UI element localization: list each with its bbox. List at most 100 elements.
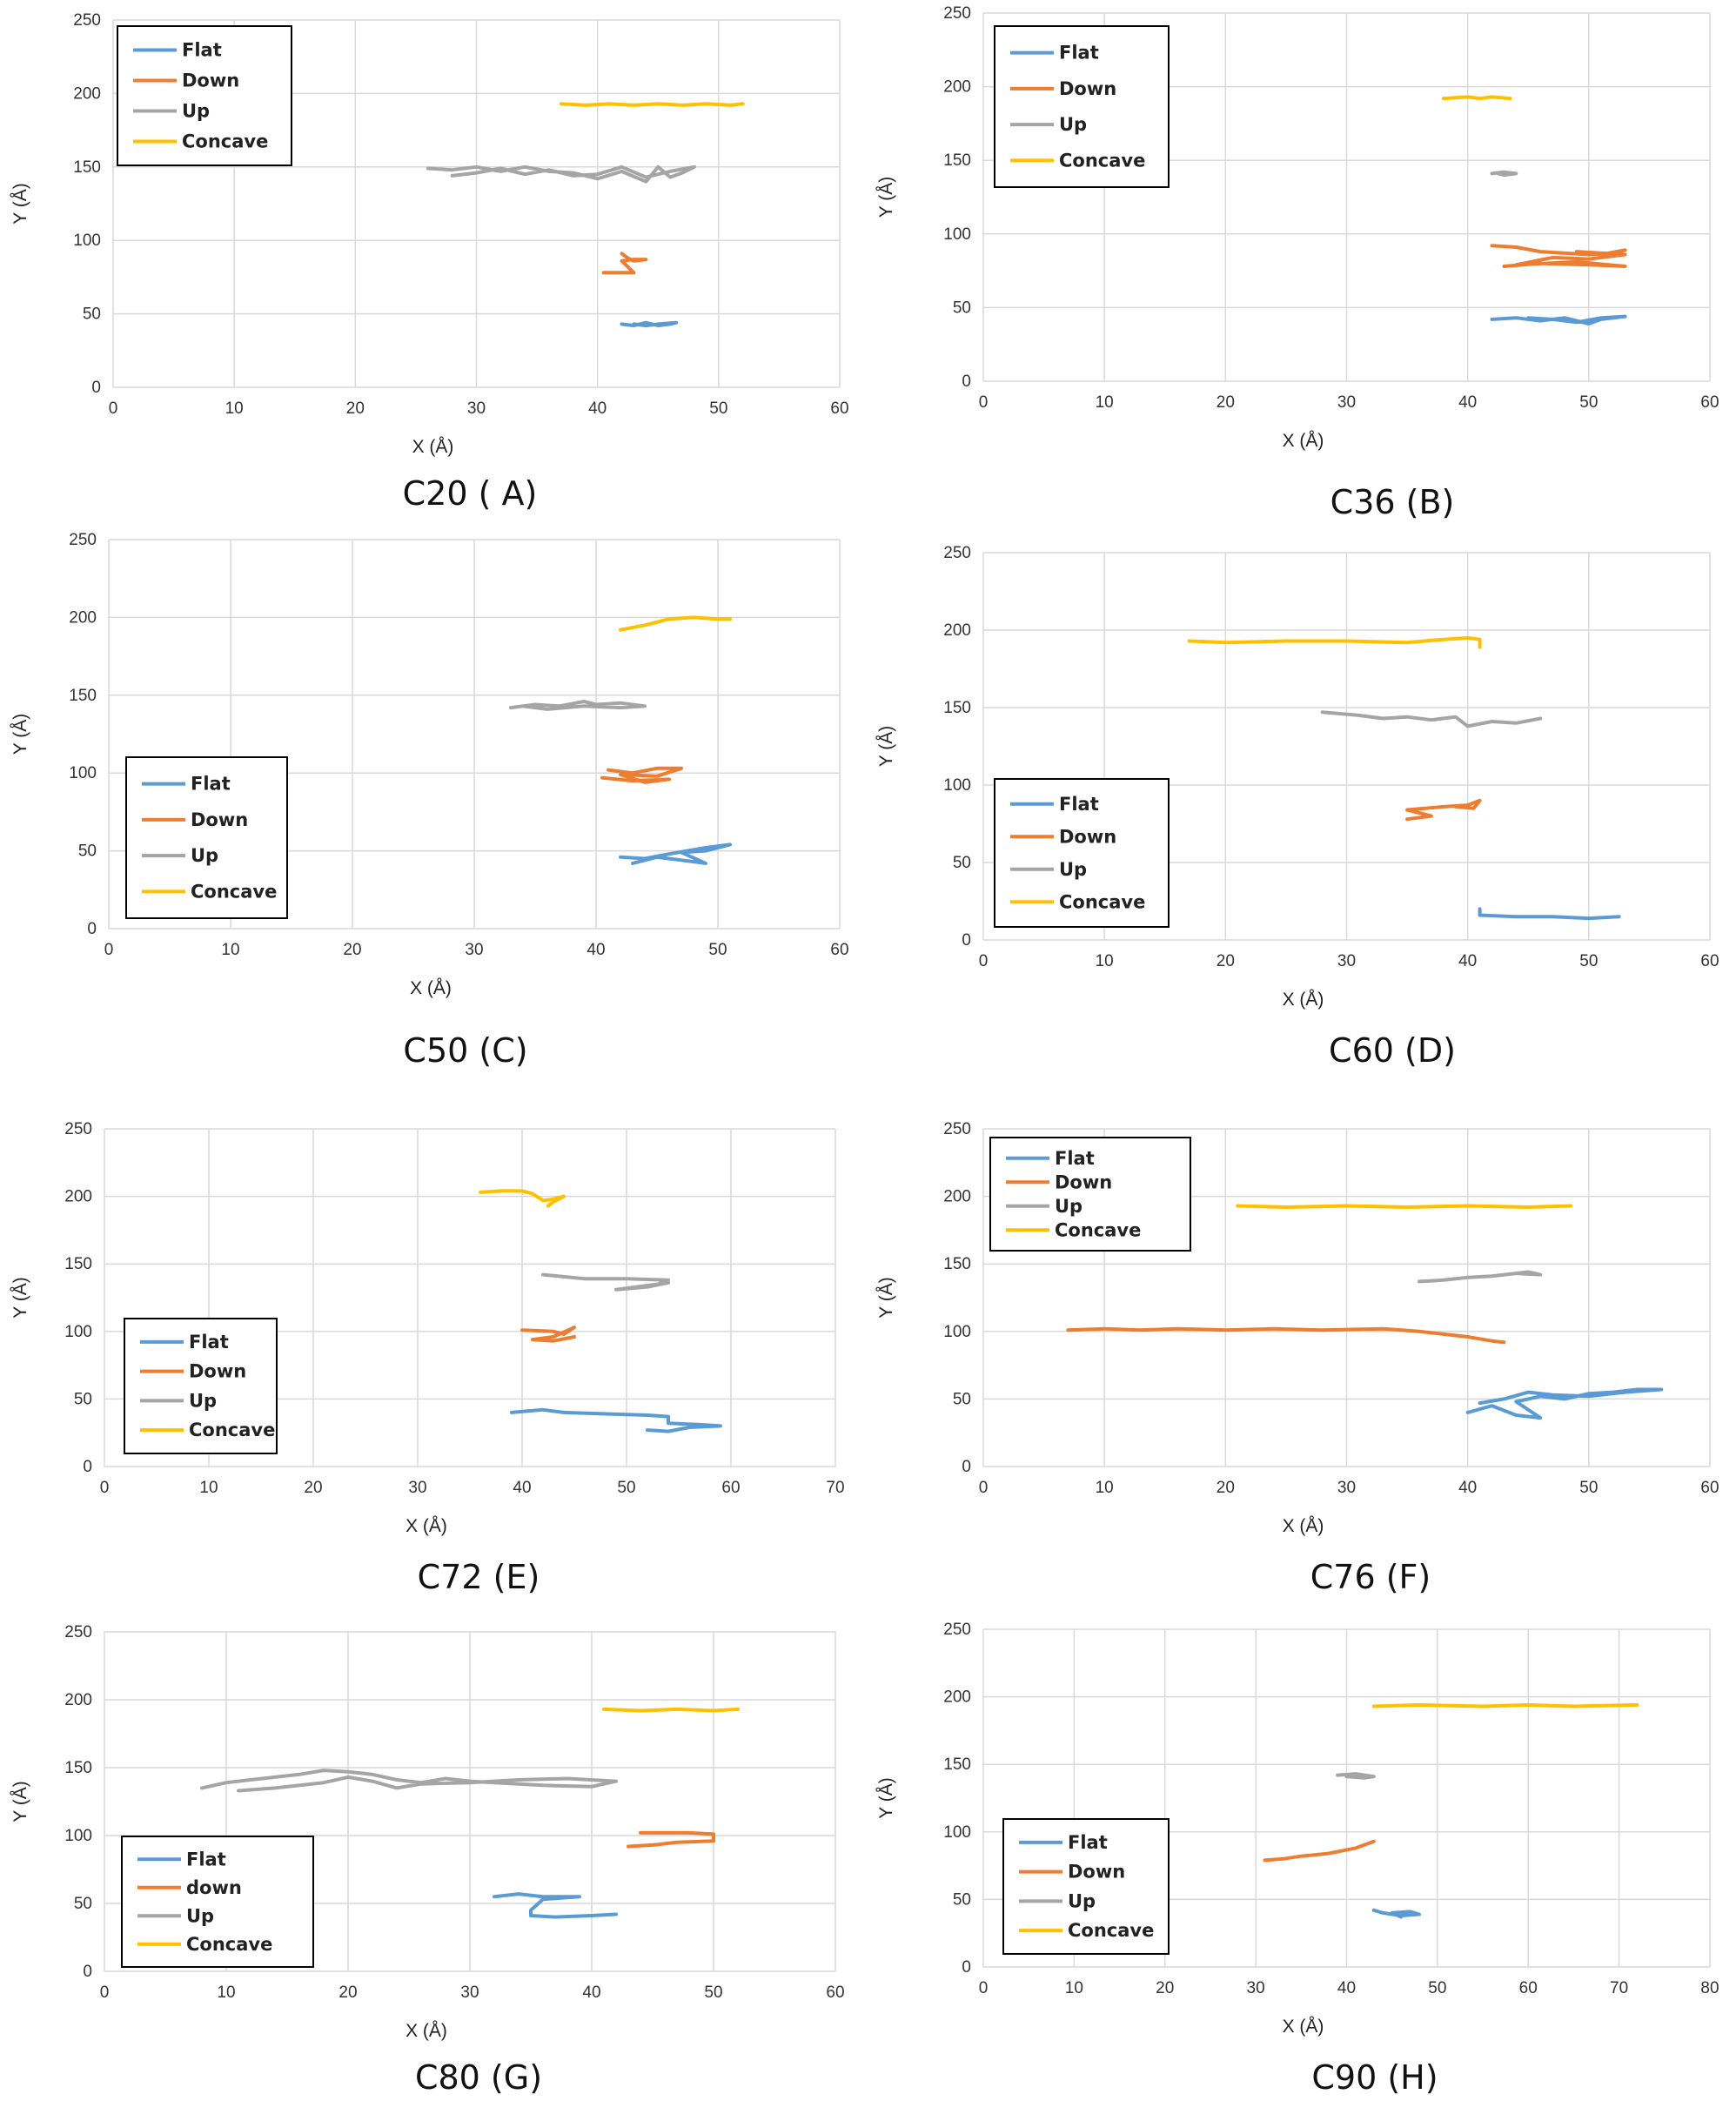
x-tick-label: 40 — [1458, 393, 1477, 412]
chart-panel-c: 0 10 20 30 40 50 60 0 50 100 150 200 250 X (Å) Y (Å) Fl… — [0, 531, 861, 1071]
x-tick-label: 0 — [100, 1479, 110, 1497]
y-tick-label: 250 — [64, 1120, 92, 1138]
x-tick-label: 40 — [1458, 1479, 1477, 1497]
series-line-flat — [510, 1407, 722, 1433]
y-axis-label: Y (Å) — [10, 1277, 30, 1318]
x-tick-label: 50 — [617, 1479, 635, 1497]
y-tick-label: 100 — [64, 1323, 92, 1341]
y-axis-label: Y (Å) — [876, 1777, 896, 1818]
legend-label: Flat — [1055, 1148, 1095, 1169]
chart-panel-b: 0 10 20 30 40 50 60 0 50 100 150 200 250 X (Å) Y (Å) Fl… — [866, 0, 1736, 535]
legend-label: Flat — [1059, 794, 1099, 815]
x-tick-label: 60 — [1700, 1479, 1719, 1497]
chart-panel-h: 0 10 20 30 40 50 60 70 80 0 50 100 150 200 250 X (Å) Y (… — [866, 1619, 1736, 2101]
x-tick-label: 0 — [109, 399, 118, 418]
series-line-down — [1263, 1839, 1376, 1863]
x-tick-label: 50 — [1579, 952, 1598, 970]
y-tick-label: 250 — [64, 1623, 92, 1641]
y-tick-label: 200 — [64, 1188, 92, 1206]
series-line-down — [1490, 244, 1627, 268]
x-axis-label: X (Å) — [410, 978, 452, 998]
x-axis-label: X (Å) — [406, 2021, 447, 2041]
series-line-down — [627, 1830, 715, 1849]
x-tick-label: 10 — [1096, 952, 1114, 970]
chart-svg: 0 10 20 30 40 50 60 0 50 100 150 200 250 X (Å) Y (Å) Fl… — [10, 531, 849, 998]
y-tick-label: 150 — [64, 1255, 92, 1273]
series-line-flat — [619, 842, 732, 865]
x-tick-label: 50 — [1579, 1479, 1598, 1497]
y-tick-label: 50 — [953, 1890, 971, 1909]
x-tick-label: 0 — [100, 1984, 110, 2002]
y-tick-label: 250 — [943, 4, 971, 23]
x-tick-label: 20 — [1217, 952, 1235, 970]
x-tick-label: 10 — [1096, 393, 1114, 412]
panel-caption: C80 (G) — [414, 2058, 543, 2097]
series-line-concave — [1187, 635, 1482, 649]
legend-label: Down — [182, 70, 239, 91]
y-tick-label: 100 — [64, 1827, 92, 1845]
x-tick-label: 40 — [1337, 1979, 1356, 1997]
x-tick-label: 30 — [467, 399, 486, 418]
series-line-up — [541, 1272, 670, 1292]
y-tick-label: 200 — [73, 84, 101, 103]
legend-label: Up — [186, 1905, 214, 1926]
legend-label: Concave — [189, 1420, 275, 1440]
x-tick-label: 20 — [1156, 1979, 1174, 1997]
y-tick-label: 0 — [962, 1458, 971, 1476]
legend-label: Concave — [186, 1934, 272, 1955]
legend-label: Concave — [191, 881, 277, 902]
x-tick-label: 20 — [1217, 393, 1235, 412]
y-tick-label: 200 — [943, 1188, 971, 1206]
x-tick-label: 40 — [588, 399, 607, 418]
series-line-up — [509, 700, 647, 711]
y-tick-label: 150 — [69, 687, 97, 705]
y-tick-label: 100 — [943, 776, 971, 795]
series-line-up — [426, 164, 696, 184]
legend-label: Up — [1059, 859, 1087, 880]
legend-label: Down — [189, 1361, 246, 1382]
x-tick-label: 40 — [582, 1984, 600, 2002]
legend-label: Flat — [1068, 1832, 1108, 1853]
y-tick-label: 0 — [962, 931, 971, 950]
y-tick-label: 50 — [83, 305, 101, 324]
x-tick-label: 50 — [704, 1984, 722, 2002]
y-tick-label: 100 — [943, 1323, 971, 1341]
y-axis-label: Y (Å) — [876, 1277, 896, 1318]
panel-caption: C76 (F) — [1310, 1558, 1431, 1596]
legend-box — [989, 1137, 1191, 1252]
x-axis-label: X (Å) — [1283, 2017, 1324, 2037]
series-line-down — [601, 252, 648, 275]
series-line-flat — [1478, 907, 1621, 921]
x-tick-label: 0 — [979, 393, 989, 412]
y-tick-label: 0 — [962, 1958, 971, 1977]
chart-svg: 0 10 20 30 40 50 60 0 50 100 150 200 250 X (Å) Y (Å) Fl… — [876, 1120, 1719, 1536]
x-tick-label: 30 — [408, 1479, 426, 1497]
y-tick-label: 50 — [953, 1390, 971, 1408]
chart-panel-f: 0 10 20 30 40 50 60 0 50 100 150 200 250 X (Å) Y (Å) Fl… — [866, 1118, 1736, 1606]
legend-label: Concave — [1068, 1920, 1154, 1941]
y-tick-label: 150 — [943, 699, 971, 717]
series-line-flat — [620, 320, 679, 328]
x-tick-label: 60 — [1700, 393, 1719, 412]
y-tick-label: 100 — [69, 764, 97, 782]
panel-caption: C60 (D) — [1329, 1031, 1456, 1070]
series-line-concave — [619, 615, 732, 632]
series-line-down — [520, 1326, 576, 1343]
y-tick-label: 50 — [74, 1895, 92, 1913]
series-line-down — [600, 766, 683, 784]
panel-caption: C72 (E) — [417, 1558, 540, 1596]
series-line-concave — [559, 102, 745, 107]
y-tick-label: 150 — [943, 1755, 971, 1774]
y-tick-label: 50 — [78, 842, 97, 861]
x-tick-label: 70 — [1610, 1979, 1628, 1997]
legend-label: Up — [191, 845, 218, 866]
legend-label: Up — [1055, 1196, 1082, 1217]
legend-label: Down — [1068, 1862, 1125, 1883]
panel-caption: C50 (C) — [403, 1031, 528, 1070]
x-tick-label: 60 — [826, 1984, 844, 2002]
y-tick-label: 150 — [943, 1255, 971, 1273]
chart-svg: 0 10 20 30 40 50 60 0 50 100 150 200 250 X (Å) Y (Å) Fl… — [10, 11, 849, 457]
x-tick-label: 30 — [1337, 952, 1356, 970]
chart-svg: 0 10 20 30 40 50 60 70 80 0 50 100 150 200 250 X (Å) Y (… — [876, 1621, 1719, 2037]
x-tick-label: 80 — [1700, 1979, 1719, 1997]
